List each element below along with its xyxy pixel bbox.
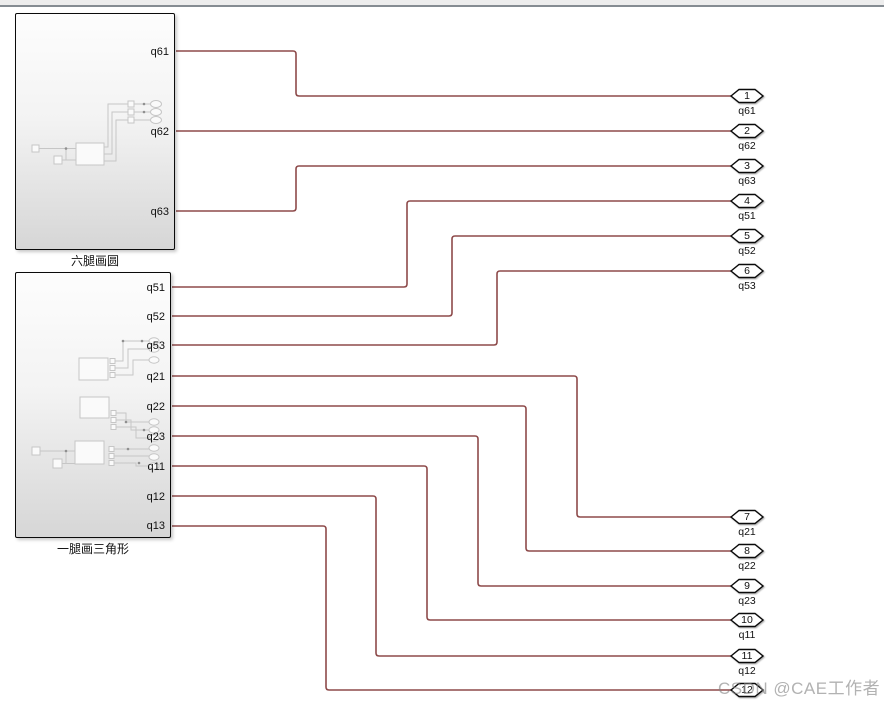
outport-label: q12 <box>738 665 756 677</box>
block-outport-label: q63 <box>150 205 169 218</box>
outport-label: q11 <box>738 629 756 641</box>
wire-q53[interactable] <box>172 270 731 346</box>
subsystem-block-liutui[interactable]: q61 q62 q63 <box>15 13 175 250</box>
outport-number: 11 <box>741 649 753 662</box>
outport-label: q53 <box>738 280 756 292</box>
block-outport-label: q53 <box>146 340 165 352</box>
wire-q61[interactable] <box>176 50 731 97</box>
wire-q23[interactable] <box>172 435 731 587</box>
block-outport-label: q12 <box>146 490 165 503</box>
csdn-watermark: CSDN @CAE工作者 <box>718 679 881 698</box>
outport-label: q22 <box>738 560 756 572</box>
block-outport-label: q51 <box>146 281 165 294</box>
toolbar-separator <box>0 5 884 7</box>
outport-number: 8 <box>744 544 750 557</box>
outport-label: q62 <box>738 140 756 152</box>
outport-block-9[interactable]: 9 q23 <box>729 578 766 610</box>
wire-q11[interactable] <box>172 465 731 621</box>
outport-label: q52 <box>738 245 756 257</box>
outport-number: 12 <box>741 683 753 696</box>
outport-block-11[interactable]: 11 q12 <box>729 648 766 680</box>
block-outport-label: q23 <box>146 430 165 443</box>
outport-number: 3 <box>744 159 750 172</box>
block-outport-label: q61 <box>150 45 169 58</box>
outport-block-2[interactable]: 2 q62 <box>729 123 766 155</box>
outport-block-1[interactable]: 1 q61 <box>729 88 766 120</box>
block-outport-label: q52 <box>146 311 165 323</box>
subsystem-thumbnail <box>31 337 160 470</box>
subsystem-block-yitui[interactable]: q51 q52 q53 q21 q22 q23 q11 q12 q13 <box>15 272 171 538</box>
wire-q63[interactable] <box>176 165 731 212</box>
outport-label: q23 <box>738 595 756 607</box>
block-outport-label: q22 <box>146 400 165 413</box>
wire-q22[interactable] <box>172 405 731 552</box>
block-name: 一腿画三角形 <box>56 542 129 556</box>
outport-number: 7 <box>744 510 750 523</box>
outport-number: 2 <box>744 124 750 137</box>
outport-number: 1 <box>744 89 750 102</box>
outport-block-5[interactable]: 5 q52 <box>729 228 766 260</box>
wire-q12[interactable] <box>172 495 731 657</box>
outport-block-3[interactable]: 3 q63 <box>729 158 766 190</box>
block-name: 六腿画圆 <box>70 254 119 268</box>
outport-block-6[interactable]: 6 q53 <box>729 263 766 295</box>
outport-label: q21 <box>738 526 756 538</box>
block-outport-label: q13 <box>146 520 165 532</box>
outport-block-8[interactable]: 8 q22 <box>729 543 766 575</box>
outport-number: 9 <box>744 579 750 592</box>
wire-q52[interactable] <box>172 235 731 317</box>
block-outport-label: q11 <box>147 460 165 473</box>
subsystem-thumbnail <box>31 100 162 166</box>
outport-block-7[interactable]: 7 q21 <box>729 509 766 541</box>
toolbar-edge <box>0 0 884 5</box>
outport-number: 5 <box>744 229 750 242</box>
outport-block-10[interactable]: 10 q11 <box>729 612 766 644</box>
wire-q13[interactable] <box>172 525 731 691</box>
wire-q21[interactable] <box>172 375 731 518</box>
outport-label: q61 <box>738 105 756 117</box>
outport-block-4[interactable]: 4 q51 <box>729 193 766 225</box>
block-outport-label: q21 <box>146 370 165 383</box>
outport-label: q63 <box>738 175 756 187</box>
outport-number: 4 <box>744 194 750 207</box>
wire-q51[interactable] <box>172 200 731 288</box>
outport-label: q51 <box>738 210 756 222</box>
outport-number: 10 <box>741 613 753 626</box>
block-outport-label: q62 <box>150 125 169 138</box>
outport-block-12[interactable]: 12 <box>729 682 766 703</box>
outport-number: 6 <box>744 264 750 277</box>
